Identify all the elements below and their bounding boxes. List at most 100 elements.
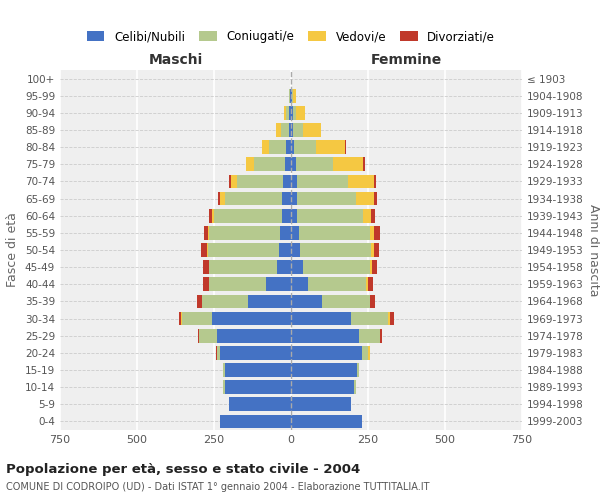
Bar: [293, 89, 296, 102]
Bar: [359, 329, 380, 342]
Text: Popolazione per età, sesso e stato civile - 2004: Popolazione per età, sesso e stato civil…: [6, 462, 360, 475]
Bar: [281, 123, 289, 137]
Bar: [280, 226, 291, 239]
Bar: [370, 226, 374, 239]
Bar: [289, 123, 291, 137]
Bar: [223, 363, 225, 377]
Bar: [212, 209, 214, 222]
Bar: [203, 260, 209, 274]
Bar: [362, 346, 368, 360]
Bar: [374, 243, 379, 257]
Legend: Celibi/Nubili, Coniugati/e, Vedovi/e, Divorziati/e: Celibi/Nubili, Coniugati/e, Vedovi/e, Di…: [82, 26, 500, 48]
Bar: [207, 243, 208, 257]
Bar: [370, 260, 372, 274]
Bar: [220, 192, 225, 205]
Bar: [217, 329, 291, 342]
Bar: [212, 312, 291, 326]
Bar: [291, 294, 322, 308]
Bar: [209, 278, 266, 291]
Bar: [374, 226, 380, 239]
Bar: [389, 312, 394, 326]
Bar: [304, 260, 370, 274]
Bar: [308, 278, 367, 291]
Bar: [364, 158, 365, 171]
Bar: [290, 89, 291, 102]
Bar: [291, 174, 297, 188]
Bar: [374, 192, 377, 205]
Bar: [225, 363, 291, 377]
Bar: [282, 192, 291, 205]
Bar: [370, 294, 375, 308]
Text: Femmine: Femmine: [371, 54, 442, 68]
Bar: [289, 89, 290, 102]
Bar: [296, 106, 305, 120]
Bar: [291, 346, 362, 360]
Bar: [371, 243, 374, 257]
Bar: [282, 209, 291, 222]
Bar: [181, 312, 182, 326]
Bar: [289, 106, 291, 120]
Bar: [197, 294, 202, 308]
Bar: [179, 312, 181, 326]
Bar: [262, 140, 269, 154]
Bar: [286, 140, 291, 154]
Bar: [297, 209, 364, 222]
Bar: [292, 89, 293, 102]
Bar: [209, 260, 277, 274]
Bar: [293, 123, 303, 137]
Bar: [208, 243, 278, 257]
Bar: [286, 106, 289, 120]
Bar: [209, 209, 212, 222]
Bar: [303, 123, 321, 137]
Bar: [291, 398, 351, 411]
Bar: [367, 278, 368, 291]
Bar: [354, 380, 356, 394]
Bar: [345, 140, 346, 154]
Bar: [220, 346, 291, 360]
Bar: [297, 174, 348, 188]
Bar: [364, 209, 371, 222]
Bar: [368, 278, 373, 291]
Bar: [277, 260, 291, 274]
Bar: [291, 260, 304, 274]
Bar: [182, 312, 212, 326]
Bar: [388, 312, 389, 326]
Bar: [371, 209, 375, 222]
Bar: [356, 192, 374, 205]
Bar: [380, 329, 382, 342]
Bar: [300, 243, 371, 257]
Y-axis label: Anni di nascita: Anni di nascita: [587, 204, 600, 296]
Bar: [278, 243, 291, 257]
Bar: [246, 158, 247, 171]
Bar: [332, 158, 364, 171]
Bar: [247, 158, 254, 171]
Bar: [204, 226, 208, 239]
Bar: [372, 260, 377, 274]
Bar: [322, 294, 370, 308]
Bar: [229, 398, 291, 411]
Bar: [291, 158, 296, 171]
Bar: [291, 140, 294, 154]
Bar: [202, 294, 248, 308]
Bar: [291, 363, 357, 377]
Bar: [291, 414, 362, 428]
Bar: [223, 380, 225, 394]
Bar: [291, 226, 299, 239]
Bar: [291, 312, 351, 326]
Bar: [203, 278, 209, 291]
Bar: [231, 174, 237, 188]
Bar: [291, 123, 293, 137]
Y-axis label: Fasce di età: Fasce di età: [7, 212, 19, 288]
Bar: [291, 106, 293, 120]
Bar: [351, 312, 388, 326]
Bar: [316, 140, 345, 154]
Bar: [291, 192, 297, 205]
Bar: [225, 192, 282, 205]
Bar: [218, 192, 220, 205]
Bar: [374, 174, 376, 188]
Bar: [297, 192, 356, 205]
Bar: [296, 158, 332, 171]
Bar: [284, 106, 286, 120]
Bar: [291, 380, 354, 394]
Bar: [198, 329, 199, 342]
